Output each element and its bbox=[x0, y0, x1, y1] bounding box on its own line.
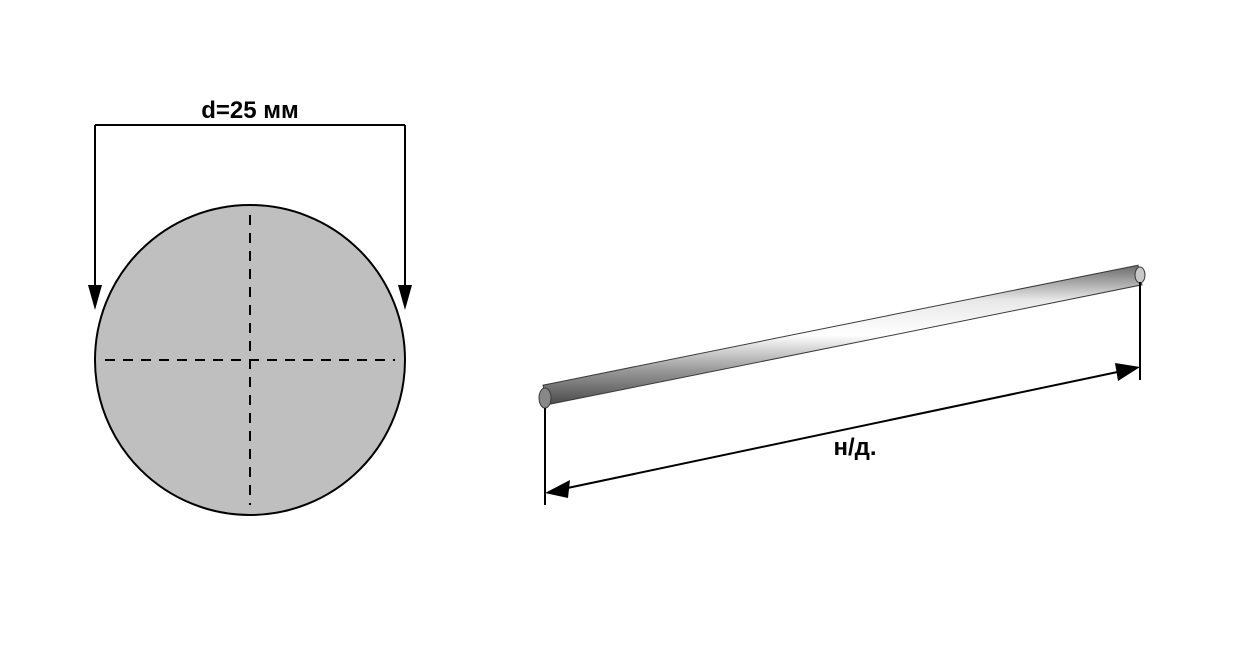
diameter-arrow-right bbox=[398, 285, 412, 310]
diagram-container: d=25 мм н/д. bbox=[0, 0, 1240, 660]
diameter-label: d=25 мм bbox=[201, 97, 299, 124]
rod-body bbox=[543, 265, 1142, 405]
length-arrow-right bbox=[1115, 363, 1140, 381]
rod-endcap-right bbox=[1135, 267, 1145, 283]
length-dim-line bbox=[558, 370, 1127, 490]
diagram-svg: d=25 мм н/д. bbox=[0, 0, 1240, 660]
rod-endcap-left bbox=[539, 388, 551, 408]
rod-group bbox=[539, 265, 1145, 408]
length-arrow-left bbox=[545, 480, 570, 498]
length-label: н/д. bbox=[833, 434, 876, 461]
diameter-arrow-left bbox=[88, 285, 102, 310]
